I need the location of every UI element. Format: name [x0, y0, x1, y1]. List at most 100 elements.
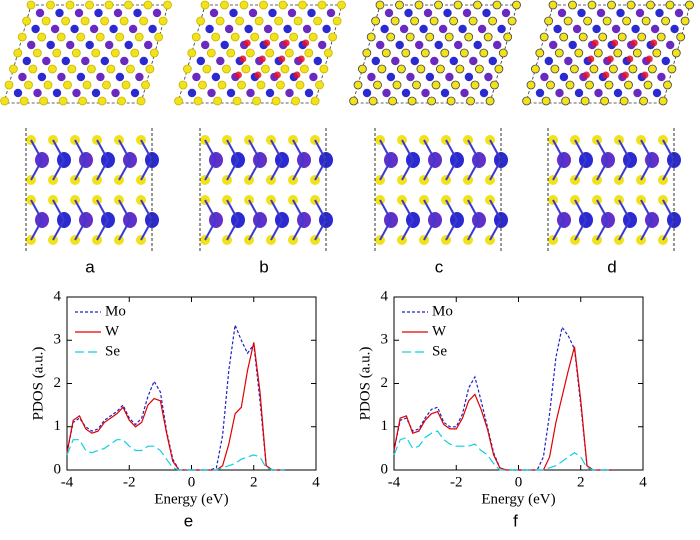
atom-metal: [130, 88, 140, 98]
charge-blob: [587, 55, 595, 63]
atom-metal: [133, 8, 142, 18]
atom-metal: [105, 40, 114, 50]
bond: [401, 159, 414, 181]
atom-se: [291, 96, 301, 106]
atom-metal: [31, 24, 40, 34]
atom-metal: [419, 24, 428, 34]
atom-metal: [391, 56, 400, 66]
bond: [552, 199, 565, 221]
bond: [292, 219, 305, 241]
atom-se: [252, 96, 262, 106]
atom-metal: [572, 24, 582, 34]
atom-se: [568, 0, 577, 10]
atom-se: [658, 96, 668, 106]
atom-metal: [307, 8, 316, 18]
atom-se: [4, 80, 14, 90]
bond: [52, 139, 65, 161]
atom-metal: [46, 40, 55, 50]
atom-se: [76, 32, 86, 42]
bond: [445, 139, 458, 161]
atom-metal: [410, 56, 419, 66]
bond: [640, 219, 653, 241]
atom-metal: [568, 40, 577, 50]
charge-blob: [650, 39, 658, 47]
bond: [270, 219, 283, 241]
bond: [292, 139, 305, 161]
atom-metal: [246, 88, 255, 98]
atom-se: [565, 80, 575, 90]
y-tick-label: 0: [54, 461, 62, 477]
atom-metal: [313, 56, 322, 66]
atom-se: [381, 48, 391, 58]
bond: [379, 219, 392, 241]
atom-metal: [406, 72, 415, 82]
atom-metal: [493, 40, 502, 50]
atom-se: [602, 16, 612, 26]
atom-se: [215, 16, 225, 26]
charge-blob: [641, 71, 649, 79]
atom-metal: [458, 24, 467, 34]
atom-se: [39, 96, 48, 106]
bond: [489, 159, 502, 181]
atom-se: [134, 32, 144, 42]
bond: [248, 219, 261, 241]
charge-blob: [258, 55, 266, 63]
atom-se: [241, 64, 251, 74]
atom-se: [444, 32, 454, 42]
atom-metal: [454, 40, 463, 50]
atom-metal: [438, 24, 448, 34]
atom-metal: [362, 88, 372, 98]
atom-se: [546, 80, 555, 90]
atom-se: [641, 16, 651, 26]
atom-metal: [61, 56, 70, 66]
atom-se: [386, 32, 396, 42]
bond: [618, 139, 631, 161]
atom-metal: [192, 72, 201, 82]
atom-se: [254, 16, 264, 26]
x-tick-label: 0: [515, 474, 523, 490]
atom-se: [459, 48, 469, 58]
cell-outline: [177, 4, 343, 104]
atom-se: [349, 96, 359, 106]
bond: [596, 139, 609, 161]
atom-se: [217, 80, 227, 90]
atom-se: [102, 80, 111, 90]
atom-se: [541, 96, 551, 106]
y-axis-label: PDOS (a.u.): [357, 347, 373, 421]
atom-se: [32, 48, 42, 58]
atom-se: [425, 32, 435, 42]
atom-se: [265, 48, 275, 58]
bond: [270, 199, 283, 221]
atom-metal: [220, 40, 229, 50]
atom-se: [174, 96, 184, 106]
bond: [467, 199, 480, 221]
atom-se: [665, 0, 675, 10]
bond: [423, 159, 436, 181]
atom-se: [455, 64, 465, 74]
atom-metal: [479, 88, 489, 98]
atom-metal: [209, 8, 219, 18]
bond: [662, 219, 675, 241]
atom-metal: [488, 56, 497, 66]
atom-se: [593, 48, 603, 58]
atom-metal: [434, 40, 443, 50]
atom-se: [492, 0, 502, 10]
atom-se: [284, 48, 294, 58]
atom-metal: [85, 40, 94, 50]
bond: [140, 139, 153, 161]
atom-se: [328, 32, 338, 42]
atom-se: [648, 64, 657, 74]
atom-se: [431, 80, 441, 90]
atom-metal: [657, 72, 666, 82]
bond: [96, 139, 109, 161]
bond: [248, 139, 261, 161]
atom-se: [163, 0, 172, 10]
bond: [662, 199, 675, 221]
bond: [226, 139, 239, 161]
bond: [204, 199, 217, 221]
x-tick-label: 2: [250, 474, 258, 490]
x-tick-label: 2: [577, 474, 585, 490]
series-line: [66, 342, 285, 471]
y-tick-label: 2: [381, 375, 389, 391]
atom-metal: [661, 56, 670, 66]
